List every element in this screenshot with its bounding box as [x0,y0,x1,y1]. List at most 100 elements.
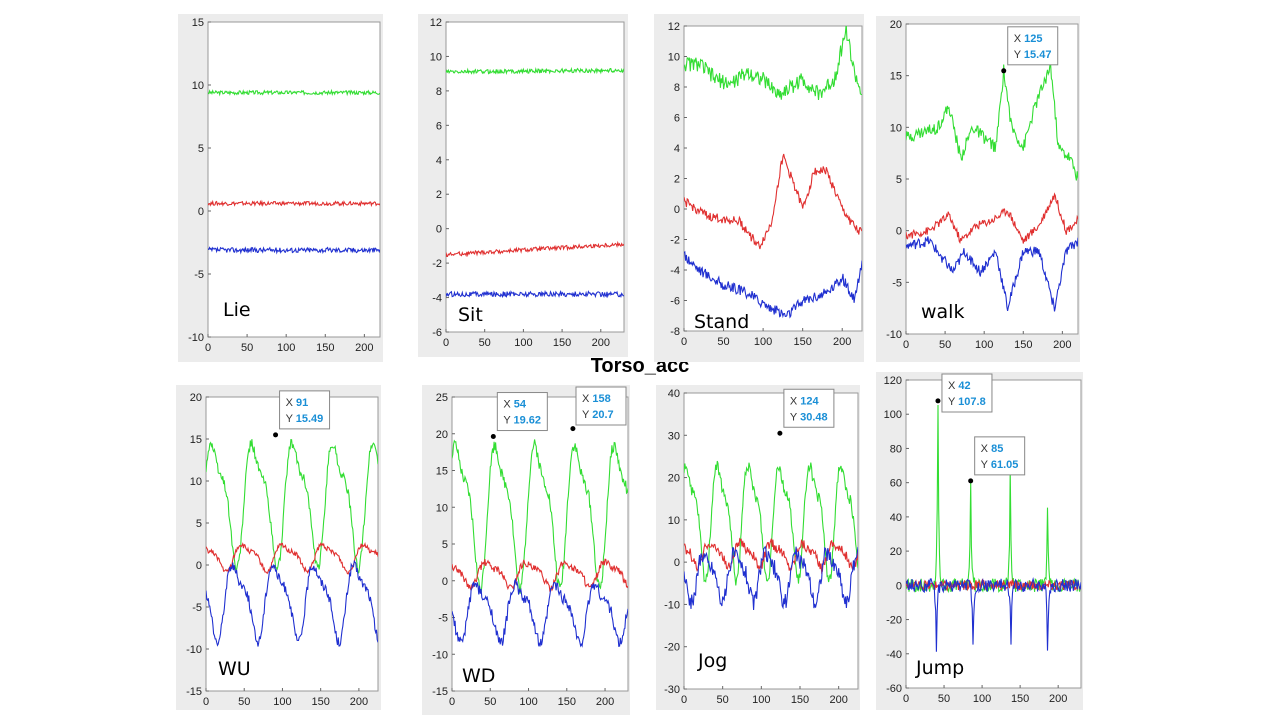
x-tick-label: 200 [350,696,368,708]
y-tick-label: 40 [890,512,902,524]
x-tick-label: 100 [752,694,770,706]
x-tick-label: 50 [717,694,729,706]
chart-panel-wu: -15 -10 -5 0 5 10 15 20 0 50 100 150 200 X 91 Y 15.49 W… [176,385,381,710]
y-tick-label: -20 [664,642,680,654]
data-tip-y: Y 15.47 [1014,49,1052,61]
x-tick-label: 200 [833,336,851,348]
y-tick-label: -10 [432,649,448,661]
series-line-green [208,88,380,97]
chart-panel-lie: -10 -5 0 5 10 15 0 50 100 150 200 Lie [178,14,383,362]
x-tick-label: 0 [903,339,909,351]
x-tick-label: 0 [449,696,455,708]
data-tip-x: X 54 [503,399,527,411]
activity-label: Jog [698,650,728,672]
data-tip-box [575,386,627,426]
data-tip-y: Y 15.49 [286,413,324,425]
y-tick-label: 80 [890,443,902,455]
data-tip-y: Y 30.48 [790,411,828,423]
y-tick-label: 5 [442,539,448,551]
series-line-blue [906,577,1081,652]
activity-label: WD [462,665,496,687]
data-tip-box [974,436,1026,476]
data-tip-point[interactable] [1001,68,1007,74]
data-tip-box [1007,26,1059,66]
y-tick-label: 12 [430,17,442,29]
data-tip-y: Y 20.7 [582,409,614,421]
chart-panel-stand: -8 -6 -4 -2 0 2 4 6 8 10 12 0 50 100 150 200 Stand [654,14,864,362]
chart-panel-wd: -15 -10 -5 0 5 10 15 20 25 0 50 100 150 200 X 54 Y 19.6… [422,385,630,715]
x-tick-label: 100 [973,693,991,705]
data-tip-point[interactable] [570,426,576,432]
x-tick-label: 100 [277,342,295,354]
series-line-blue [446,289,624,299]
y-tick-label: -6 [432,327,442,339]
y-tick-label: 120 [884,375,902,387]
y-tick-label: 0 [896,580,902,592]
series-line-green [906,61,1078,181]
data-tip-point[interactable] [777,430,783,436]
data-tip-point[interactable] [968,478,974,484]
series-line-red [206,542,378,575]
data-tip-point[interactable] [935,398,941,404]
x-tick-label: 150 [311,696,329,708]
y-tick-label: 0 [442,576,448,588]
x-tick-label: 50 [479,337,491,349]
x-tick-label: 0 [203,696,209,708]
series-line-red [906,192,1078,244]
plot-area [445,21,625,333]
y-tick-label: 10 [668,515,680,527]
x-tick-label: 150 [793,336,811,348]
data-tip-point[interactable] [490,434,496,440]
y-tick-label: 30 [668,430,680,442]
x-tick-label: 0 [205,342,211,354]
y-tick-label: -10 [186,644,202,656]
x-tick-label: 100 [514,337,532,349]
y-tick-label: -10 [886,329,902,341]
series-line-green [684,460,858,586]
x-tick-label: 0 [681,694,687,706]
y-tick-label: -30 [664,684,680,696]
y-tick-label: 10 [436,502,448,514]
y-tick-label: 20 [890,19,902,31]
series-line-red [208,199,380,208]
data-tip-y: Y 107.8 [948,396,986,408]
x-tick-label: 100 [519,696,537,708]
y-tick-label: 8 [436,86,442,98]
chart-svg: -30 -20 -10 0 10 20 30 40 0 50 100 150 200 X 124 Y 30.… [664,388,859,706]
series-line-blue [684,545,858,611]
y-tick-label: 10 [192,80,204,92]
y-tick-label: 10 [668,52,680,64]
y-tick-label: 20 [190,392,202,404]
data-tip-point[interactable] [273,432,279,438]
chart-svg: -6 -4 -2 0 2 4 6 8 10 12 0 50 100 150 200 [430,17,625,349]
y-tick-label: 0 [896,226,902,238]
data-tip-y: Y 61.05 [981,459,1019,471]
x-tick-label: 0 [681,336,687,348]
activity-label: Stand [694,311,750,333]
y-tick-label: -40 [886,649,902,661]
chart-panel-walk: -10 -5 0 5 10 15 20 0 50 100 150 200 X 125 Y 15.47 wal… [876,16,1080,362]
y-tick-label: -60 [886,683,902,695]
x-tick-label: 150 [1014,339,1032,351]
activity-label: Lie [223,299,251,321]
y-tick-label: 0 [674,204,680,216]
y-tick-label: 0 [674,557,680,569]
data-tip-y: Y 19.62 [503,415,541,427]
data-tip-box [496,392,548,432]
x-tick-label: 100 [754,336,772,348]
x-tick-label: 50 [238,696,250,708]
y-tick-label: -5 [194,269,204,281]
series-line-green [684,26,862,100]
series-line-red [452,558,628,592]
y-tick-label: 2 [436,189,442,201]
y-tick-label: 15 [190,434,202,446]
x-tick-label: 50 [939,339,951,351]
y-tick-label: -10 [188,332,204,344]
x-tick-label: 0 [903,693,909,705]
activity-label: Sit [458,304,483,326]
y-tick-label: -2 [670,235,680,247]
y-tick-label: 0 [196,560,202,572]
y-tick-label: 6 [436,120,442,132]
x-tick-label: 150 [1011,693,1029,705]
